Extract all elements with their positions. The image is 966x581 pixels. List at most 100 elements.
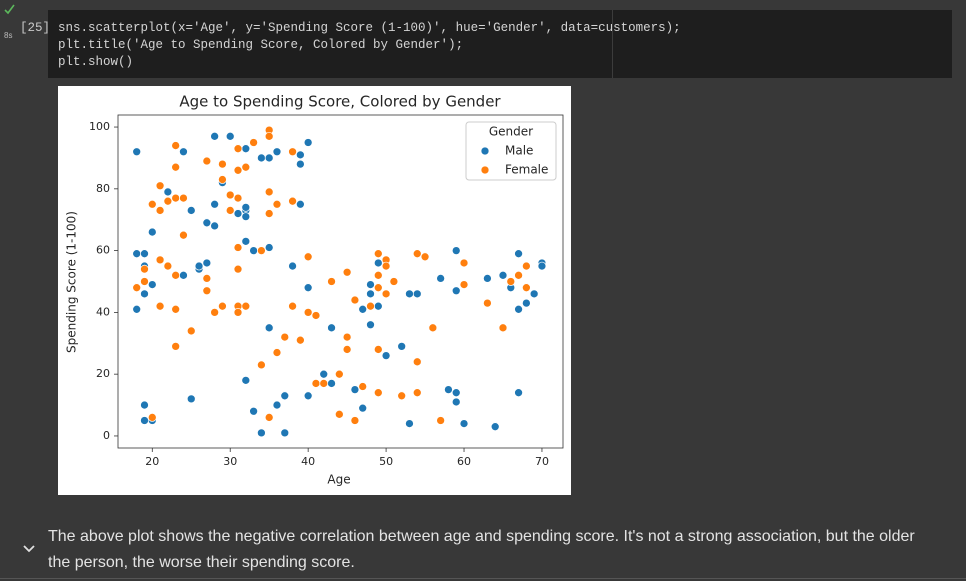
point [498, 323, 508, 333]
point [311, 379, 321, 388]
point [171, 141, 181, 150]
code-line: plt.title('Age to Spending Score, Colore… [58, 38, 464, 52]
point [249, 246, 258, 255]
point [459, 280, 469, 289]
point [210, 199, 219, 209]
point [412, 388, 422, 398]
point [257, 153, 266, 163]
point [529, 289, 539, 299]
code-cell[interactable]: sns.scatterplot(x='Age', y='Spending Sco… [48, 10, 952, 78]
point [412, 249, 422, 259]
point [202, 156, 212, 166]
point [140, 416, 149, 425]
point [241, 144, 251, 154]
point [288, 261, 297, 271]
point [155, 206, 165, 215]
point [405, 419, 414, 428]
point [272, 400, 282, 410]
point [264, 153, 274, 163]
point [451, 246, 461, 255]
point [194, 261, 204, 271]
code-line: sns.scatterplot(x='Age', y='Spending Sco… [58, 21, 681, 35]
point [342, 332, 352, 342]
y-axis-label: Spending Score (1-100) [65, 211, 79, 353]
legend-title: Gender [489, 125, 533, 139]
point [257, 246, 266, 255]
point [210, 131, 219, 141]
legend-marker [480, 146, 490, 156]
point [366, 289, 375, 299]
markdown-text: The above plot shows the negative correl… [48, 528, 915, 571]
point [225, 190, 235, 200]
output-image: Age to Spending Score, Colored by Gender… [58, 86, 571, 495]
point [202, 218, 212, 228]
y-tick-label: 0 [103, 429, 110, 442]
y-tick-label: 100 [89, 120, 110, 133]
point [233, 144, 243, 154]
point [280, 332, 290, 342]
point [327, 323, 336, 333]
point [350, 295, 360, 305]
point [202, 274, 212, 283]
point [171, 304, 181, 314]
point [210, 221, 219, 231]
point [373, 388, 383, 398]
point [342, 267, 352, 277]
point [132, 249, 142, 259]
point [428, 323, 438, 333]
point [397, 342, 407, 351]
point [218, 175, 227, 184]
point [436, 274, 445, 283]
point [257, 428, 266, 438]
point [514, 270, 523, 280]
point [280, 391, 290, 401]
point [420, 252, 430, 262]
point [444, 385, 453, 394]
point [381, 289, 391, 299]
point [451, 397, 461, 407]
point [490, 422, 500, 432]
point [171, 162, 181, 172]
point [327, 379, 336, 388]
point [436, 416, 445, 425]
point [147, 413, 157, 422]
point [147, 227, 157, 237]
point [381, 351, 391, 360]
point [140, 264, 149, 274]
y-tick-label: 40 [96, 305, 110, 318]
point [366, 301, 375, 311]
point [140, 249, 149, 259]
point [233, 264, 243, 274]
point [412, 289, 422, 299]
point [373, 345, 383, 354]
point [147, 199, 157, 209]
point [241, 375, 251, 385]
point [163, 187, 173, 197]
point [202, 286, 212, 296]
x-tick-label: 40 [301, 455, 315, 468]
point [241, 162, 251, 172]
point [319, 369, 329, 379]
point [202, 258, 212, 268]
point [132, 147, 142, 157]
chart-title: Age to Spending Score, Colored by Gender [179, 93, 501, 111]
point [288, 147, 297, 157]
point [272, 199, 282, 209]
point [264, 323, 274, 333]
point [233, 165, 243, 175]
point [186, 394, 196, 404]
point [483, 274, 492, 283]
point [241, 212, 251, 221]
point [233, 243, 243, 252]
point [257, 360, 266, 370]
point [264, 243, 274, 252]
point [280, 428, 290, 438]
legend-box [465, 121, 557, 181]
collapse-chevron[interactable] [22, 542, 36, 556]
point [296, 159, 305, 169]
point [264, 413, 274, 422]
point [241, 203, 251, 212]
point [210, 308, 219, 317]
point [132, 283, 142, 293]
point [163, 196, 173, 206]
